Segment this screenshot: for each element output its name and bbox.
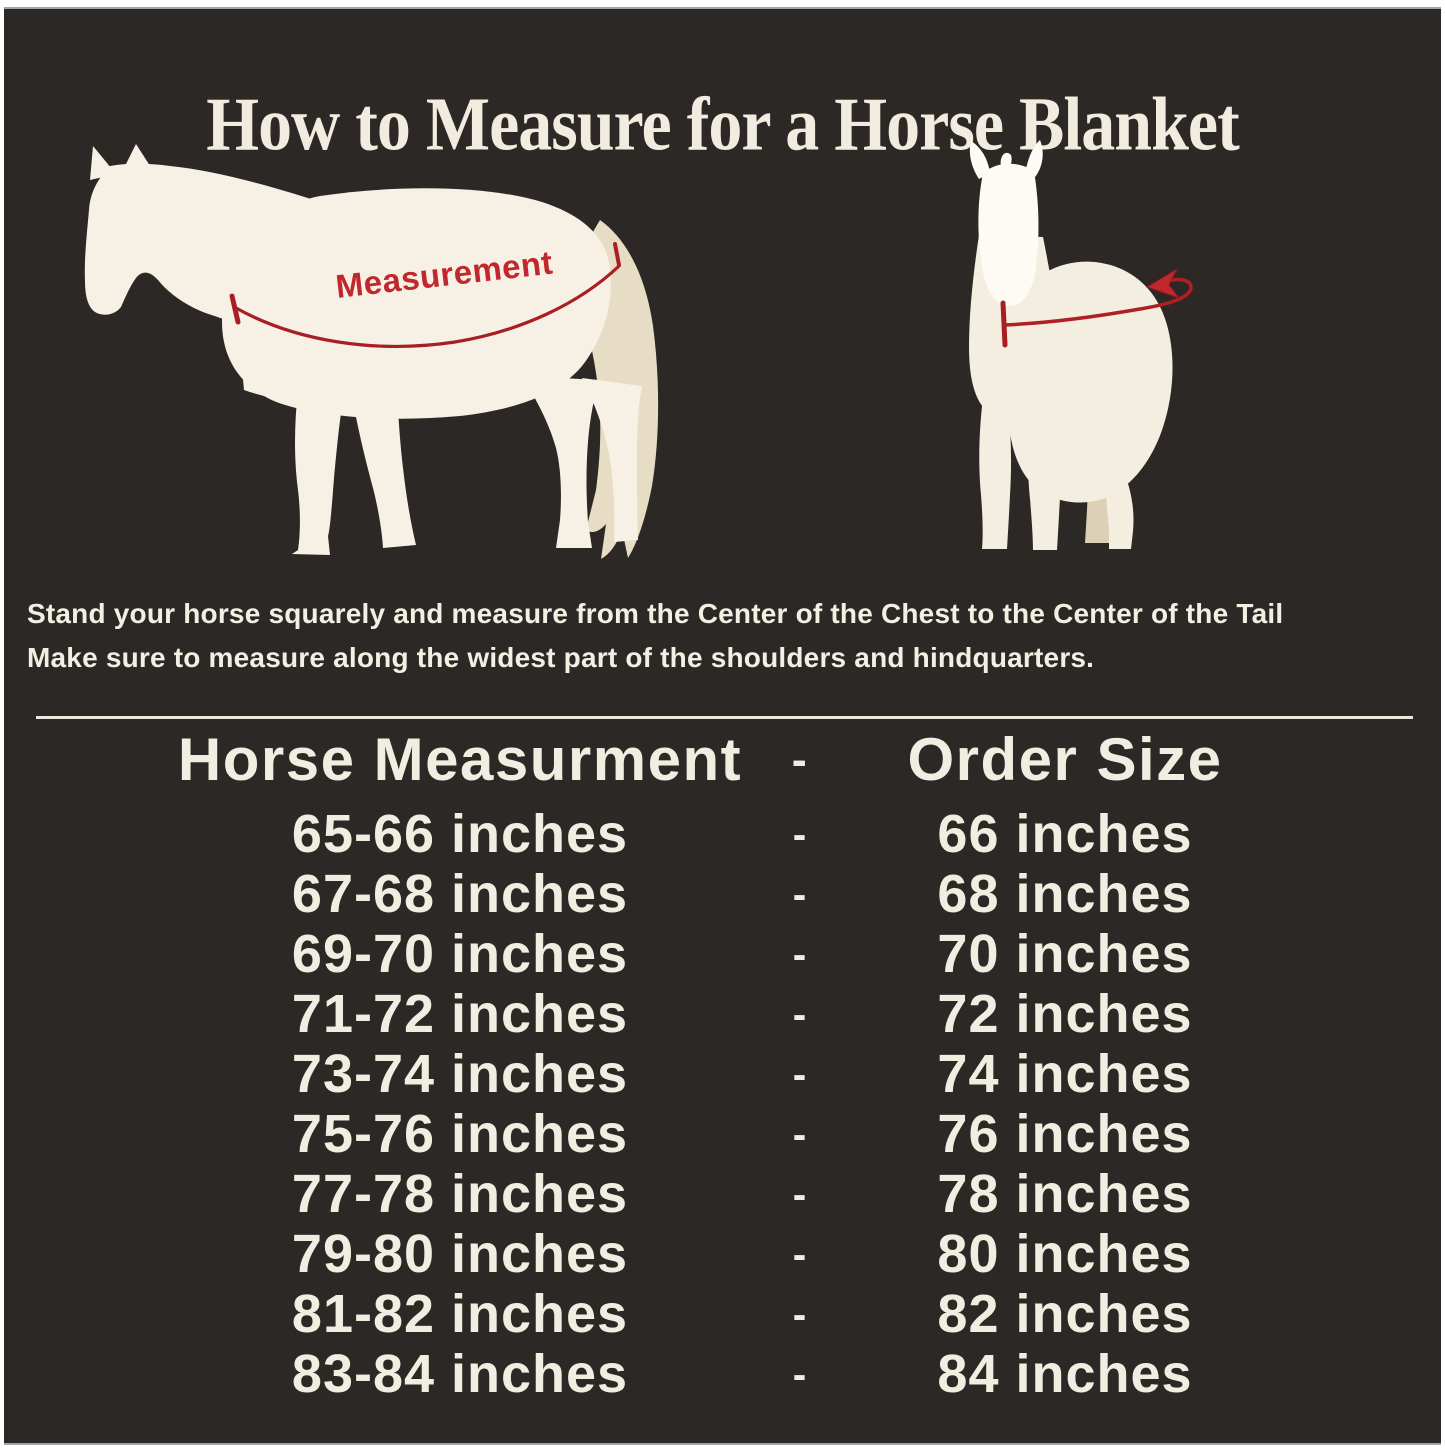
table-row: 77-78 inches - 78 inches [150,1164,1300,1224]
order-size-value: 78 inches [937,1164,1193,1224]
row-separator: - [792,991,808,1037]
order-size-value: 82 inches [937,1284,1193,1344]
row-separator: - [792,1291,808,1337]
horse-measurement-value: 83-84 inches [291,1344,629,1404]
size-chart-header: Horse Measurment - Order Size [150,726,1300,794]
table-row: 83-84 inches - 84 inches [150,1344,1300,1404]
horse-measurement-value: 69-70 inches [291,924,629,984]
horse-hind-leg [522,376,600,548]
header-separator: - [791,734,809,785]
horse-measurement-value: 75-76 inches [291,1104,629,1164]
section-divider [36,716,1413,719]
size-chart: 65-66 inches - 66 inches 67-68 inches - … [0,804,1445,1404]
horse-front-leg [292,390,344,555]
order-size-value: 72 inches [937,984,1193,1044]
order-size-value: 76 inches [937,1104,1193,1164]
order-size-value: 80 inches [937,1224,1193,1284]
horse-hind-leg [1105,465,1134,549]
table-row: 65-66 inches - 66 inches [150,804,1300,864]
horse-measurement-value: 79-80 inches [291,1224,629,1284]
row-separator: - [792,1051,808,1097]
horse-front-leg [352,396,416,548]
order-size-value: 74 inches [937,1044,1193,1104]
header-order-label: Order Size [907,726,1223,793]
wrap-arrow-icon [1000,267,1193,348]
horse-head [978,163,1039,306]
horse-head [84,163,373,403]
table-row: 67-68 inches - 68 inches [150,864,1300,924]
row-separator: - [792,1351,808,1397]
horse-ear-icon [1025,140,1043,177]
horse-measurement-value: 73-74 inches [291,1044,629,1104]
horse-measurement-value: 77-78 inches [291,1164,629,1224]
horse-hind-leg [582,378,642,542]
table-row: 79-80 inches - 80 inches [150,1224,1300,1284]
order-size-value: 84 inches [937,1344,1193,1404]
side-view-horse-icon [84,144,659,559]
row-separator: - [792,811,808,857]
order-size-value: 66 inches [937,804,1193,864]
horse-ear-icon [969,141,990,179]
row-separator: - [792,931,808,977]
horse-measurement-value: 81-82 inches [291,1284,629,1344]
horse-front-leg [1027,401,1061,550]
table-row: 71-72 inches - 72 inches [150,984,1300,1044]
instruction-line: Make sure to measure along the widest pa… [27,642,1095,673]
row-separator: - [792,871,808,917]
horse-forelock [1000,152,1012,170]
horse-measurement-value: 67-68 inches [291,864,629,924]
horse-ear-icon [122,144,152,172]
row-separator: - [792,1231,808,1277]
row-separator: - [792,1111,808,1157]
table-row: 81-82 inches - 82 inches [150,1284,1300,1344]
table-row: 75-76 inches - 76 inches [150,1104,1300,1164]
order-size-value: 68 inches [937,864,1193,924]
horse-ear-icon [90,146,116,180]
table-row: 69-70 inches - 70 inches [150,924,1300,984]
row-separator: - [792,1171,808,1217]
horse-front-leg [979,397,1012,549]
header-measurement-label: Horse Measurment [177,726,743,793]
table-row: 73-74 inches - 74 inches [150,1044,1300,1104]
horse-measurement-value: 65-66 inches [291,804,629,864]
page-title: How to Measure for a Horse Blanket [206,80,1239,166]
front-view-horse-icon [969,140,1193,550]
order-size-value: 70 inches [937,924,1193,984]
horse-measurement-value: 71-72 inches [291,984,629,1044]
measurement-arc-icon [229,242,621,348]
instruction-line: Stand your horse squarely and measure fr… [27,598,1284,629]
instructions: Stand your horse squarely and measure fr… [27,592,1427,680]
